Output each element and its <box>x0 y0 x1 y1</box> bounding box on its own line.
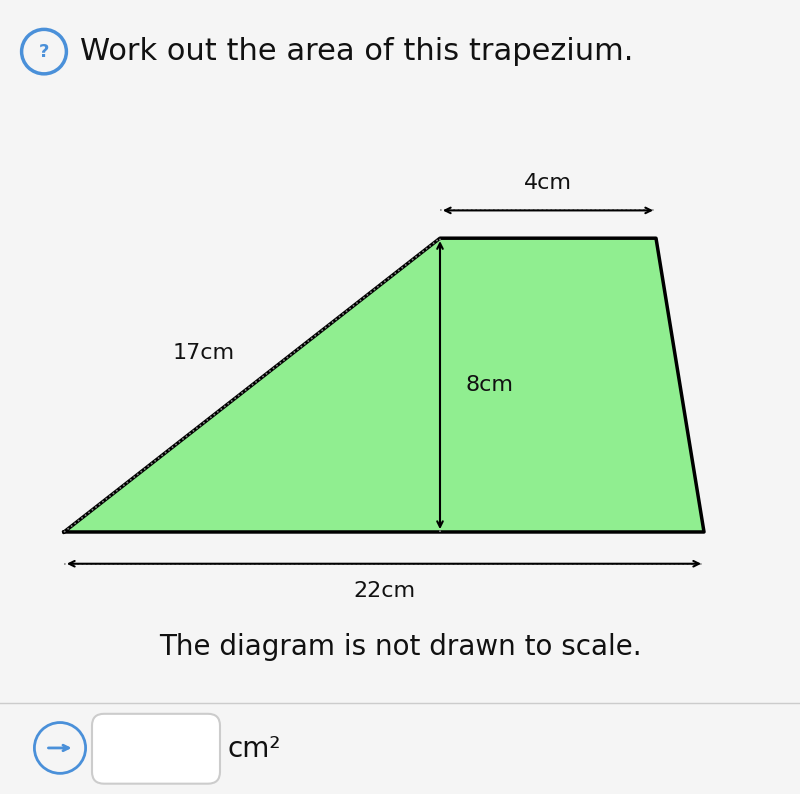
Text: 4cm: 4cm <box>524 173 572 193</box>
Text: 8cm: 8cm <box>466 375 514 395</box>
Text: ?: ? <box>39 43 49 60</box>
Polygon shape <box>64 238 704 532</box>
FancyBboxPatch shape <box>92 714 220 784</box>
Text: 22cm: 22cm <box>353 581 415 601</box>
Text: Work out the area of this trapezium.: Work out the area of this trapezium. <box>80 37 634 66</box>
Text: cm²: cm² <box>228 734 282 763</box>
Text: The diagram is not drawn to scale.: The diagram is not drawn to scale. <box>158 633 642 661</box>
Text: 17cm: 17cm <box>173 343 235 364</box>
